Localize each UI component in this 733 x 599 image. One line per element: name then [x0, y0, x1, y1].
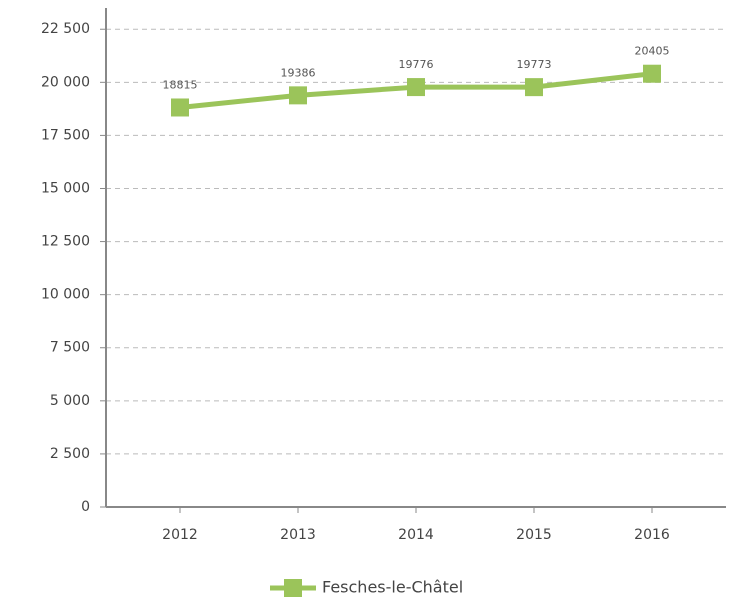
value-label: 18815: [163, 78, 198, 91]
y-tick-label: 20 000: [41, 74, 90, 90]
marker: [643, 64, 661, 83]
x-tick-label: 2013: [280, 527, 316, 543]
marker: [289, 86, 307, 105]
marker: [171, 98, 189, 117]
value-label: 19773: [517, 58, 552, 71]
legend-label: Fesches-le-Châtel: [322, 578, 463, 597]
marker: [525, 78, 543, 97]
x-tick-label: 2012: [162, 527, 198, 543]
x-tick-label: 2014: [398, 527, 434, 543]
y-tick-label: 12 500: [41, 234, 90, 250]
y-tick-label: 17 500: [41, 127, 90, 143]
value-label: 19776: [399, 58, 434, 71]
y-tick-label: 22 500: [41, 21, 90, 37]
x-tick-label: 2015: [516, 527, 552, 543]
y-tick-label: 15 000: [41, 180, 90, 196]
y-tick-label: 5 000: [50, 393, 90, 409]
y-tick-label: 2 500: [50, 446, 90, 462]
y-tick-label: 10 000: [41, 287, 90, 303]
x-tick-label: 2016: [634, 527, 670, 543]
marker: [407, 78, 425, 97]
legend-marker: [284, 579, 302, 597]
value-label: 20405: [635, 45, 670, 58]
y-tick-label: 7 500: [50, 340, 90, 356]
y-tick-label: 0: [81, 499, 90, 515]
value-label: 19386: [281, 66, 316, 79]
